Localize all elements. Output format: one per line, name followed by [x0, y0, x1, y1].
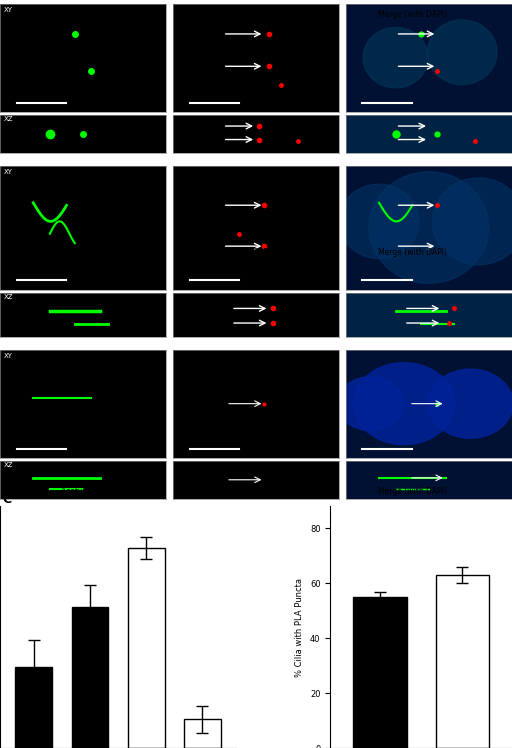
Text: Acetylated α-tubulin: Acetylated α-tubulin [60, 248, 139, 257]
Polygon shape [337, 377, 404, 431]
Text: XY: XY [3, 353, 12, 359]
Text: B: B [3, 254, 12, 266]
Text: E: E [280, 487, 288, 500]
Text: Duolink (EGFR-PC1): Duolink (EGFR-PC1) [219, 248, 293, 257]
Polygon shape [353, 363, 455, 444]
Text: Merge (with DAPI): Merge (with DAPI) [378, 248, 446, 257]
Bar [353, 597, 407, 748]
Text: Merge (with DAPI): Merge (with DAPI) [378, 10, 446, 19]
Text: A: A [3, 88, 12, 100]
Bar [128, 548, 164, 748]
Polygon shape [432, 178, 512, 265]
Text: XZ: XZ [3, 294, 13, 300]
Text: XZ: XZ [3, 462, 13, 468]
Y-axis label: % Cilia with PLA Puncta: % Cilia with PLA Puncta [295, 577, 304, 677]
Bar [436, 575, 489, 748]
Text: XZ: XZ [3, 116, 13, 122]
Text: Duolink (EGFR-PC1): Duolink (EGFR-PC1) [219, 10, 293, 19]
Bar [184, 720, 221, 748]
Text: C: C [3, 493, 12, 506]
Text: Acetylated α-tubulin: Acetylated α-tubulin [60, 487, 139, 496]
Text: XY: XY [3, 169, 12, 175]
Polygon shape [427, 20, 497, 85]
Polygon shape [428, 370, 512, 438]
Bar [72, 607, 108, 748]
Text: XY: XY [3, 7, 12, 13]
Bar [15, 666, 52, 748]
Polygon shape [339, 184, 419, 259]
Polygon shape [369, 172, 489, 283]
Polygon shape [363, 28, 428, 88]
Text: Duolink (EGFR only): Duolink (EGFR only) [218, 487, 294, 496]
Text: Acetylated α-tubulin: Acetylated α-tubulin [60, 10, 139, 19]
Text: Merge (with DAPI): Merge (with DAPI) [378, 487, 446, 496]
